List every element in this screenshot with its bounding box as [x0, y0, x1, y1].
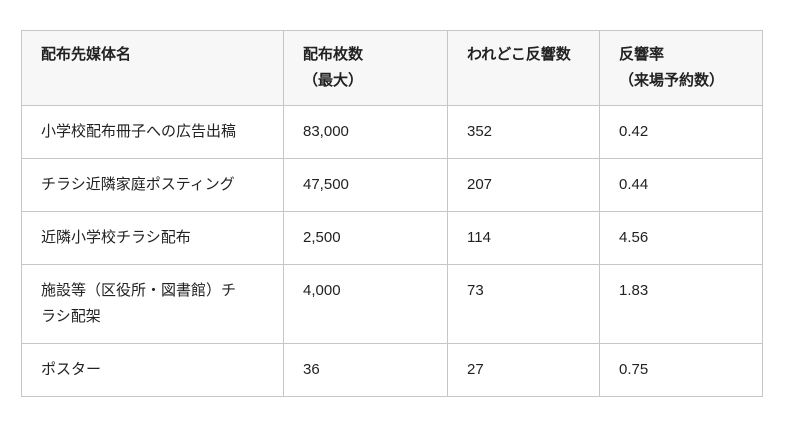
table-row: チラシ近隣家庭ポスティング 47,500 207 0.44	[21, 158, 763, 212]
table-row: ポスター 36 27 0.75	[21, 343, 763, 397]
media-name-text: 小学校配布冊子への広告出稿	[41, 123, 237, 140]
cell-responses: 27	[447, 343, 600, 397]
cell-responses: 73	[447, 264, 600, 344]
cell-media: ポスター	[21, 343, 284, 397]
cell-media: 近隣小学校チラシ配布	[21, 211, 284, 265]
cell-count: 4,000	[283, 264, 448, 344]
cell-media: 施設等（区役所・図書館）チラシ配架	[21, 264, 284, 344]
distribution-results-table: 配布先媒体名 配布枚数 （最大） われどこ反響数 反響率 （来場予約数）	[21, 30, 763, 397]
column-header-rate: 反響率 （来場予約数）	[599, 30, 763, 106]
column-header-rate-subline: （来場予約数）	[619, 72, 725, 89]
table-row: 施設等（区役所・図書館）チラシ配架 4,000 73 1.83	[21, 264, 763, 344]
column-header-count: 配布枚数 （最大）	[283, 30, 448, 106]
cell-count: 36	[283, 343, 448, 397]
column-header-responses-label: われどこ反響数	[467, 46, 571, 63]
cell-media: チラシ近隣家庭ポスティング	[21, 158, 284, 212]
column-header-count-subline: （最大）	[303, 72, 364, 89]
column-header-count-label: 配布枚数	[303, 46, 364, 63]
cell-rate: 0.42	[599, 105, 763, 159]
media-name-text: ポスター	[41, 361, 102, 378]
media-name-text: 近隣小学校チラシ配布	[41, 229, 191, 246]
cell-rate: 0.75	[599, 343, 763, 397]
cell-count: 83,000	[283, 105, 448, 159]
column-header-rate-label: 反響率	[619, 46, 665, 63]
cell-media: 小学校配布冊子への広告出稿	[21, 105, 284, 159]
cell-rate: 0.44	[599, 158, 763, 212]
media-name-text: 施設等（区役所・図書館）チラシ配架	[41, 282, 237, 325]
cell-responses: 352	[447, 105, 600, 159]
column-header-responses: われどこ反響数	[447, 30, 600, 106]
table-row: 近隣小学校チラシ配布 2,500 114 4.56	[21, 211, 763, 265]
cell-count: 47,500	[283, 158, 448, 212]
cell-responses: 114	[447, 211, 600, 265]
column-header-media: 配布先媒体名	[21, 30, 284, 106]
column-header-media-label: 配布先媒体名	[41, 46, 132, 63]
cell-count: 2,500	[283, 211, 448, 265]
cell-responses: 207	[447, 158, 600, 212]
table-row: 小学校配布冊子への広告出稿 83,000 352 0.42	[21, 105, 763, 159]
media-name-text: チラシ近隣家庭ポスティング	[41, 176, 235, 193]
table-header-row: 配布先媒体名 配布枚数 （最大） われどこ反響数 反響率 （来場予約数）	[21, 30, 763, 106]
cell-rate: 4.56	[599, 211, 763, 265]
cell-rate: 1.83	[599, 264, 763, 344]
